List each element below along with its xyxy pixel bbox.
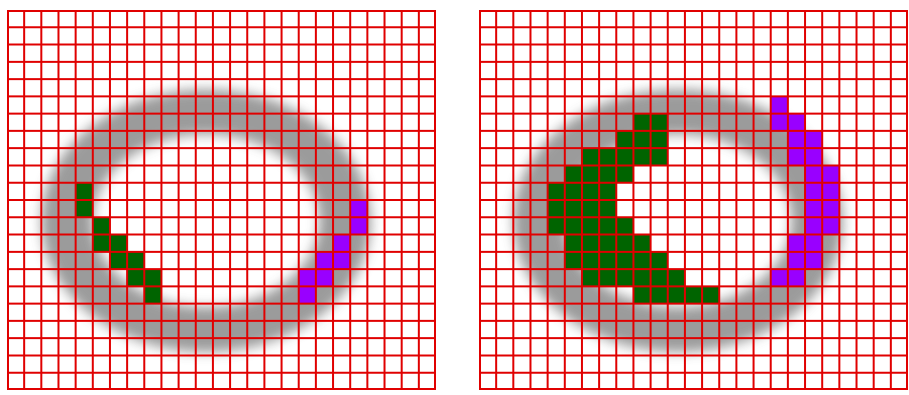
green-cell [127,269,145,287]
green-cell [616,130,634,149]
purple-cell [315,251,334,270]
green-cell [75,182,93,200]
green-cell [109,251,128,270]
green-cell [127,251,145,270]
purple-cell [805,148,823,166]
green-cell [599,251,617,270]
green-cell [564,217,582,235]
green-cell [547,200,565,218]
green-cell [667,286,685,304]
purple-cell [770,113,788,131]
green-cell [616,251,634,270]
green-cell [564,165,582,183]
green-cell [564,251,582,270]
purple-cell [822,200,840,218]
green-cell [75,200,93,218]
purple-cell [822,217,840,235]
green-cell [581,182,600,200]
purple-cell [787,251,806,270]
green-cell [92,234,110,252]
left-panel [7,10,436,390]
green-cell [702,286,720,304]
green-cell [633,251,651,270]
purple-cell [805,130,823,149]
green-cell [633,269,651,287]
purple-cell [805,251,823,270]
green-cell [564,200,582,218]
green-cell [547,182,565,200]
purple-cell [315,269,334,287]
green-cell [581,165,600,183]
purple-cell [787,113,806,131]
green-cell [581,148,600,166]
green-cell [633,130,651,149]
purple-cell [805,234,823,252]
green-cell [581,251,600,270]
purple-cell [787,234,806,252]
green-cell [599,148,617,166]
purple-cell [298,286,316,304]
green-cell [599,217,617,235]
green-cell [92,217,110,235]
green-cell [616,234,634,252]
purple-cell [805,200,823,218]
green-cell [650,148,668,166]
green-cell [581,269,600,287]
purple-cell [333,251,351,270]
green-cell [564,182,582,200]
green-cell [616,165,634,183]
red-grid [7,10,436,390]
green-cell [144,269,162,287]
green-cell [599,269,617,287]
green-cell [650,113,668,131]
green-cell [144,286,162,304]
grid-overlay-image-right [479,10,908,390]
green-cell [684,286,703,304]
green-cell [599,165,617,183]
purple-cell [822,165,840,183]
purple-cell [298,269,316,287]
green-cell [667,269,685,287]
green-cell [616,269,634,287]
green-cell [599,234,617,252]
green-cell [650,269,668,287]
right-panel [479,10,908,390]
purple-cell [787,130,806,149]
red-grid [479,10,908,390]
green-cell [633,148,651,166]
green-cell [650,286,668,304]
green-cell [633,113,651,131]
purple-cell [805,182,823,200]
purple-cell [787,269,806,287]
green-cell [599,200,617,218]
purple-cell [805,165,823,183]
green-cell [616,148,634,166]
green-cell [616,217,634,235]
grid-overlay-image-left [7,10,436,390]
purple-cell [805,217,823,235]
green-cell [564,234,582,252]
green-cell [109,234,128,252]
green-cell [633,234,651,252]
green-cell [581,200,600,218]
purple-cell [822,182,840,200]
green-cell [547,217,565,235]
green-cell [650,130,668,149]
green-cell [581,234,600,252]
green-cell [633,286,651,304]
purple-cell [787,148,806,166]
purple-cell [350,200,368,218]
green-cell [599,182,617,200]
green-cell [581,217,600,235]
purple-cell [770,269,788,287]
purple-cell [350,217,368,235]
purple-cell [333,234,351,252]
green-cell [650,251,668,270]
purple-cell [770,96,788,114]
